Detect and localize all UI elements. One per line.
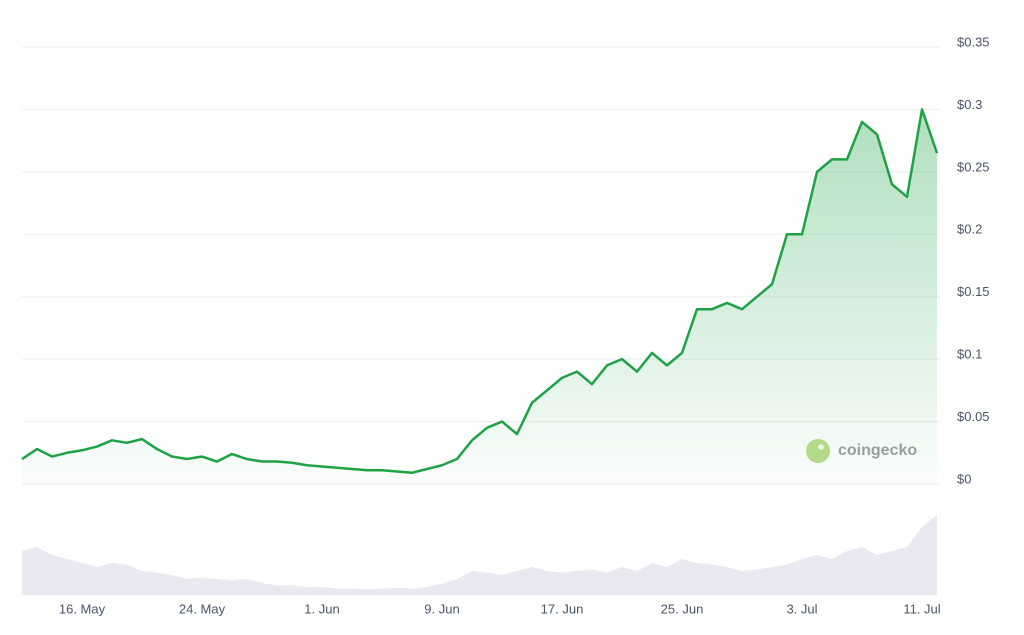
x-tick-label: 25. Jun	[661, 601, 704, 616]
y-tick-label: $0.05	[957, 409, 990, 424]
y-tick-label: $0.35	[957, 34, 990, 49]
x-tick-label: 9. Jun	[424, 601, 459, 616]
x-tick-label: 24. May	[179, 601, 226, 616]
volume-area	[22, 515, 937, 595]
y-tick-label: $0.2	[957, 222, 982, 237]
x-tick-label: 1. Jun	[304, 601, 339, 616]
price-line	[21, 108, 939, 475]
y-tick-label: $0.15	[957, 284, 990, 299]
price-area	[22, 109, 937, 484]
y-tick-label: $0.3	[957, 97, 982, 112]
y-tick-label: $0	[957, 471, 971, 486]
y-tick-label: $0.25	[957, 159, 990, 174]
x-tick-label: 16. May	[59, 601, 106, 616]
x-tick-label: 17. Jun	[541, 601, 584, 616]
x-tick-label: 11. Jul	[903, 601, 940, 616]
y-tick-label: $0.1	[957, 347, 982, 362]
x-tick-label: 3. Jul	[786, 601, 817, 616]
